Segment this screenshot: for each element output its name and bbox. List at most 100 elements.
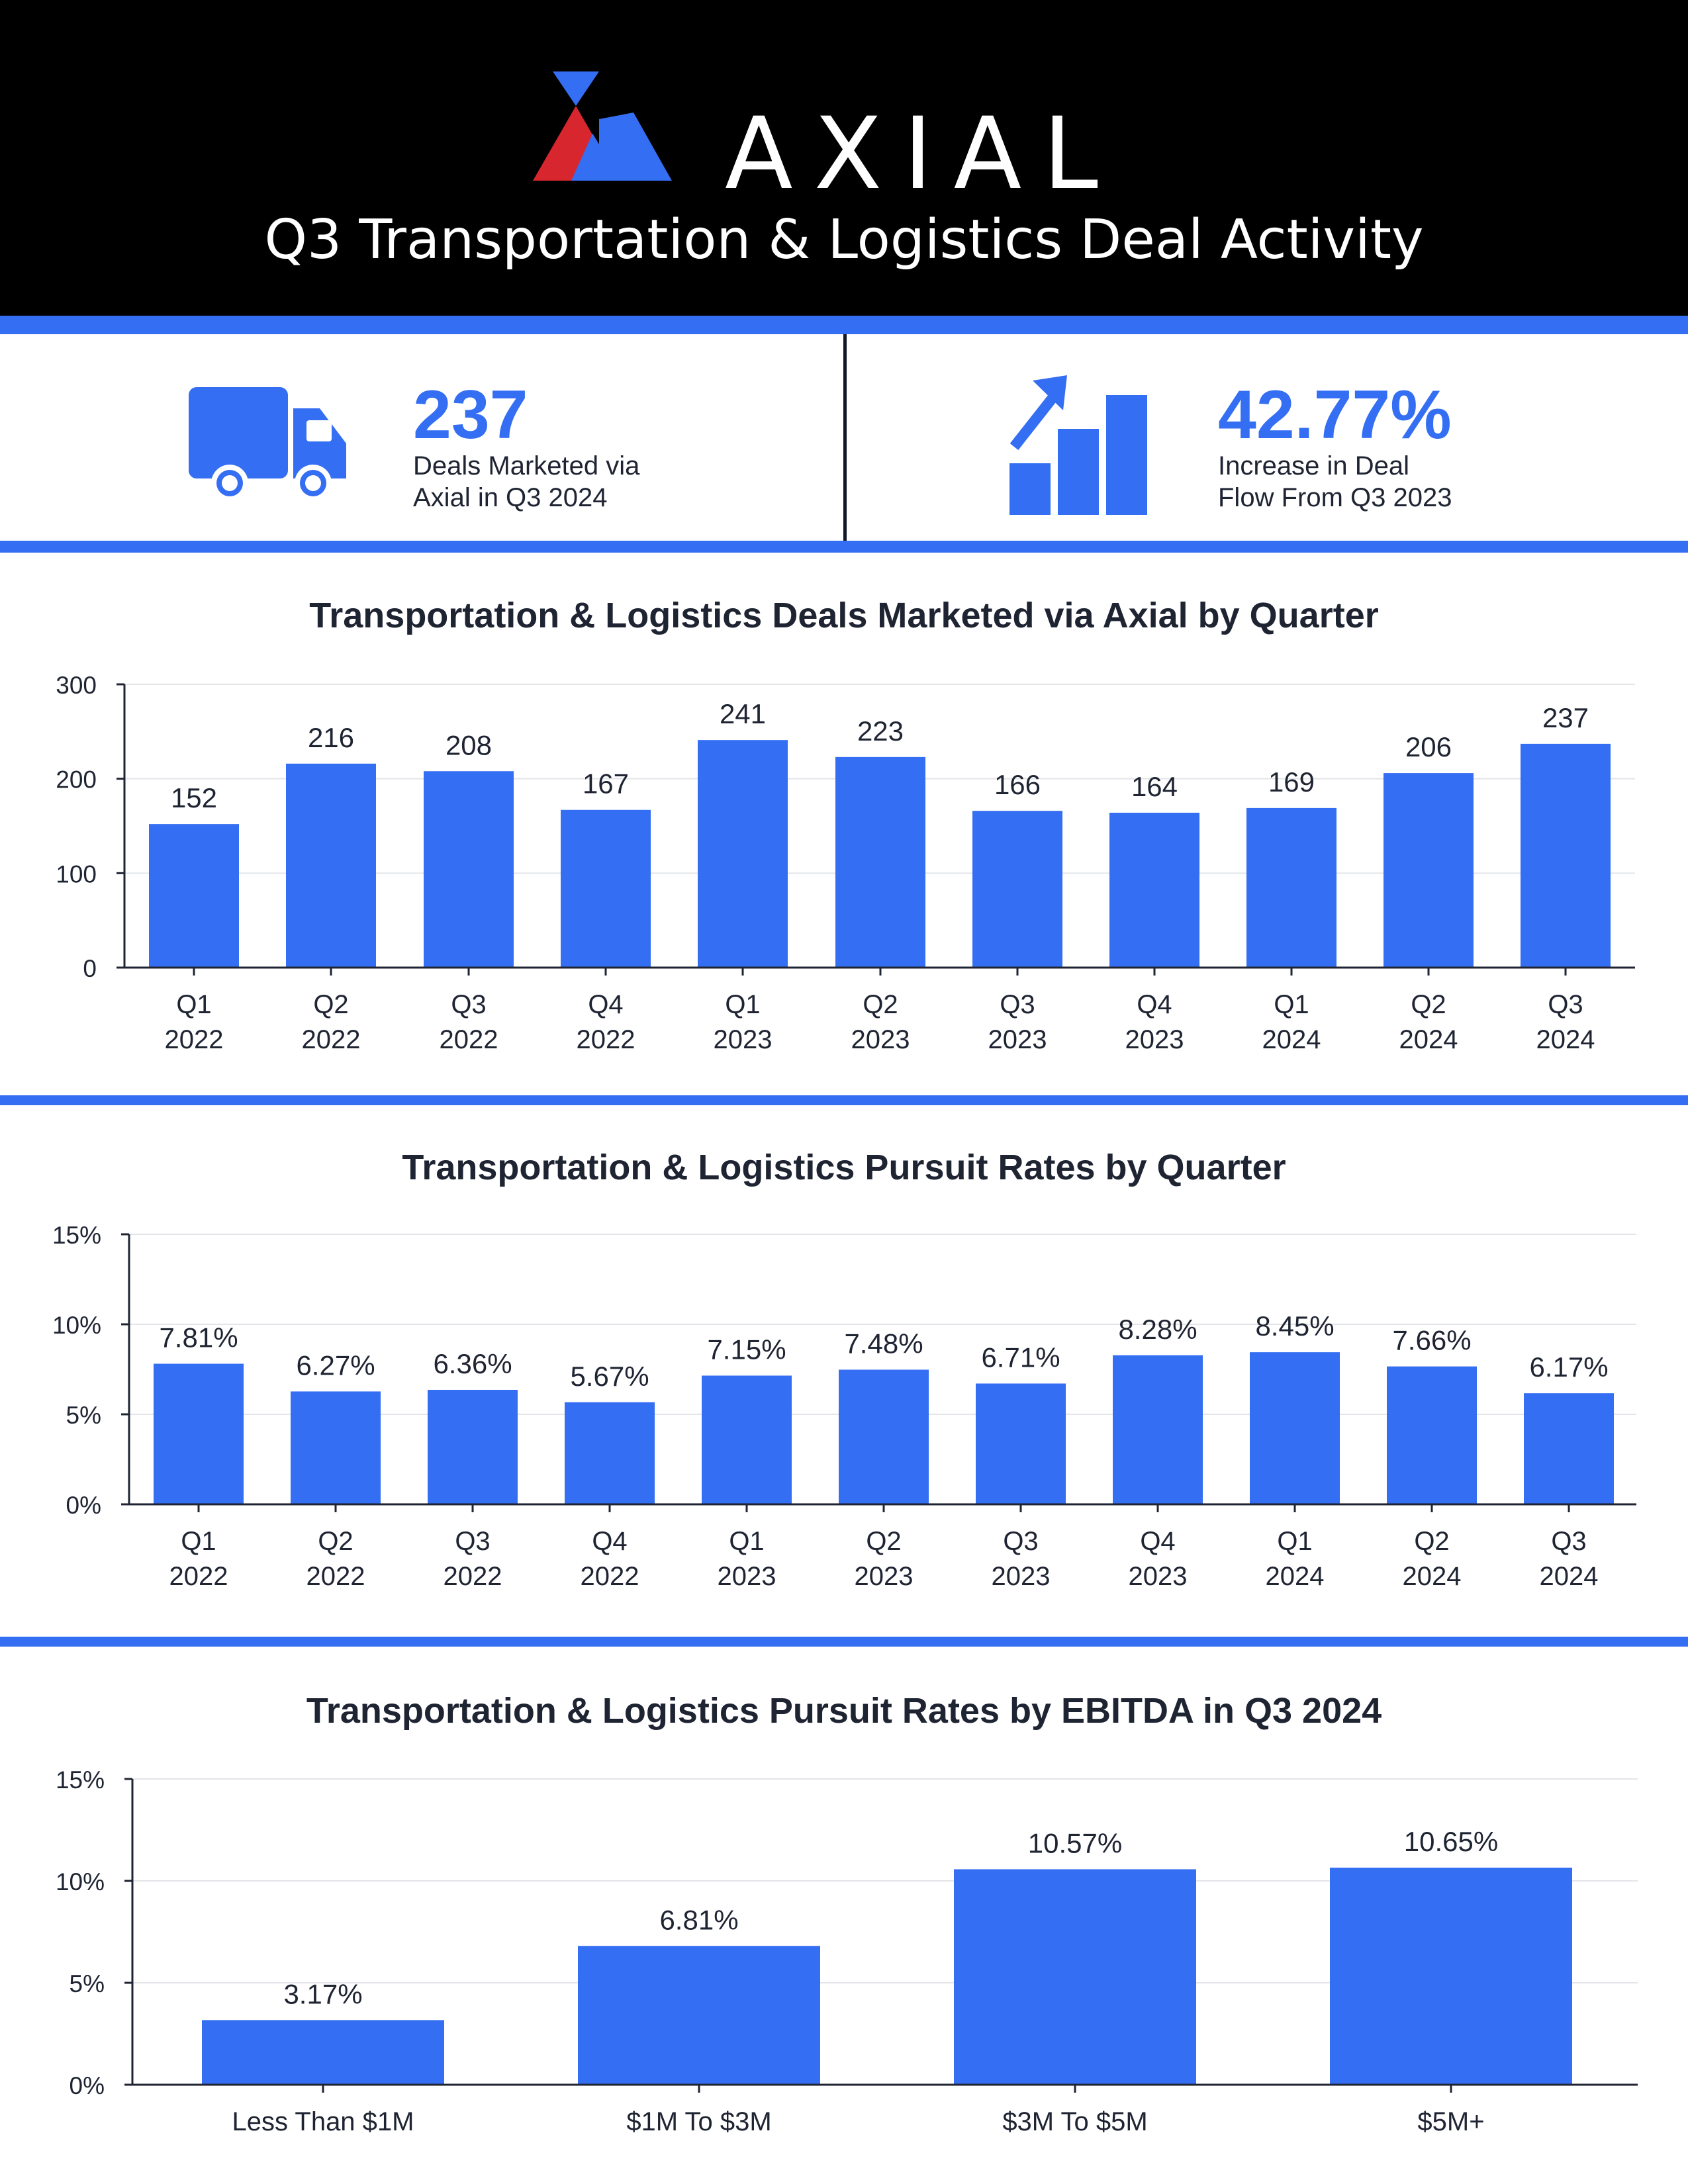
data-label: 7.15% [707,1334,786,1365]
x-tick-label: Q1 [1277,1527,1312,1556]
x-tick-label: Q1 [1274,990,1309,1019]
bar [1387,1366,1477,1504]
kpi-deals-value: 237 [413,377,528,453]
kpi-divider [843,334,847,541]
x-tick-label: $5M+ [1417,2107,1484,2136]
page-title: Q3 Transportation & Logistics Deal Activ… [264,208,1424,271]
y-tick-label: 100 [56,860,97,887]
data-label: 167 [583,768,629,799]
x-tick-label: Q4 [592,1527,627,1556]
y-tick-label: 5% [66,1402,101,1429]
x-tick-label: Q1 [729,1527,764,1556]
x-tick-label: 2023 [714,1025,773,1054]
bar [154,1363,244,1504]
kpi-increase-value: 42.77% [1218,377,1452,453]
header-banner: AXIAL Q3 Transportation & Logistics Deal… [0,0,1688,316]
data-label: 10.65% [1404,1826,1498,1857]
data-label: 166 [994,769,1041,800]
chart-title: Transportation & Logistics Deals Markete… [309,596,1379,635]
bar [1524,1393,1614,1504]
data-label: 8.45% [1255,1310,1334,1342]
x-tick-label: 2022 [444,1562,502,1591]
x-tick-label: Q3 [451,990,486,1019]
x-tick-label: 2022 [577,1025,635,1054]
x-tick-label: Q2 [1414,1527,1449,1556]
data-label: 164 [1131,771,1178,802]
data-label: 7.48% [844,1328,923,1359]
chart-title: Transportation & Logistics Pursuit Rates… [306,1691,1382,1731]
data-label: 7.81% [159,1322,238,1353]
y-tick-label: 0% [66,1492,101,1519]
bar [1250,1352,1340,1504]
bar [698,740,788,968]
x-tick-label: 2024 [1536,1025,1595,1054]
bar [835,756,925,968]
y-tick-label: 5% [70,1970,105,1997]
x-tick-label: 2024 [1266,1562,1325,1591]
bar [424,771,514,968]
data-label: 206 [1405,731,1452,762]
x-tick-label: Q3 [1548,990,1583,1019]
growth-bar-chart-icon [1009,375,1147,515]
bar [565,1402,655,1504]
x-tick-label: Q3 [455,1527,490,1556]
y-tick-label: 10% [56,1868,105,1895]
data-label: 223 [857,715,904,747]
bar [1113,1355,1203,1504]
kpi-deals-caption-line2: Axial in Q3 2024 [413,483,608,512]
x-tick-label: Q3 [1000,990,1035,1019]
bar [954,1869,1196,2085]
bar [286,763,376,968]
y-tick-label: 200 [56,766,97,794]
bar [291,1391,381,1504]
x-tick-label: $3M To $5M [1002,2107,1147,2136]
x-tick-label: 2022 [581,1562,639,1591]
chart-deals-by-quarter: Transportation & Logistics Deals Markete… [56,596,1635,1054]
data-label: 241 [720,698,766,729]
chart-pursuit-rates-by-quarter: Transportation & Logistics Pursuit Rates… [52,1148,1636,1591]
x-tick-label: Q2 [863,990,898,1019]
bar [702,1375,792,1504]
data-label: 3.17% [283,1978,362,2009]
divider-bar [0,541,1688,553]
data-label: 5.67% [570,1361,649,1392]
divider-bar [0,1637,1688,1647]
bar [578,1946,820,2085]
x-tick-label: 2023 [851,1025,910,1054]
x-tick-label: 2022 [302,1025,361,1054]
y-tick-label: 15% [56,1766,105,1794]
data-label: 237 [1542,702,1589,733]
x-tick-label: Q2 [1411,990,1446,1019]
y-tick-label: 300 [56,672,97,699]
x-tick-label: Q4 [588,990,623,1019]
data-label: 6.27% [296,1349,375,1381]
x-tick-label: 2023 [855,1562,914,1591]
x-tick-label: 2024 [1262,1025,1321,1054]
chart-pursuit-rates-by-ebitda: Transportation & Logistics Pursuit Rates… [56,1691,1638,2136]
x-tick-label: Q3 [1551,1527,1586,1556]
x-tick-label: 2024 [1399,1025,1458,1054]
x-tick-label: $1M To $3M [626,2107,771,2136]
kpi-deals-caption-line1: Deals Marketed via [413,451,640,480]
y-tick-label: 10% [52,1312,101,1339]
data-label: 7.66% [1392,1325,1471,1356]
bar [1383,773,1474,968]
x-tick-label: Q1 [181,1527,216,1556]
bar [561,809,651,968]
truck-icon [189,387,346,502]
y-tick-label: 0% [70,2072,105,2099]
x-tick-label: Q1 [725,990,760,1019]
x-tick-label: 2023 [988,1025,1047,1054]
data-label: 6.36% [433,1348,512,1379]
y-tick-label: 0 [83,955,97,982]
bar [202,2020,444,2085]
y-tick-label: 15% [52,1222,101,1249]
bar [1330,1867,1572,2085]
data-label: 6.71% [981,1342,1060,1373]
bar [1246,807,1336,968]
bar [428,1390,518,1504]
axial-logo-icon [533,71,672,181]
bar [976,1383,1066,1504]
x-tick-label: Q2 [313,990,348,1019]
data-label: 216 [308,722,354,753]
